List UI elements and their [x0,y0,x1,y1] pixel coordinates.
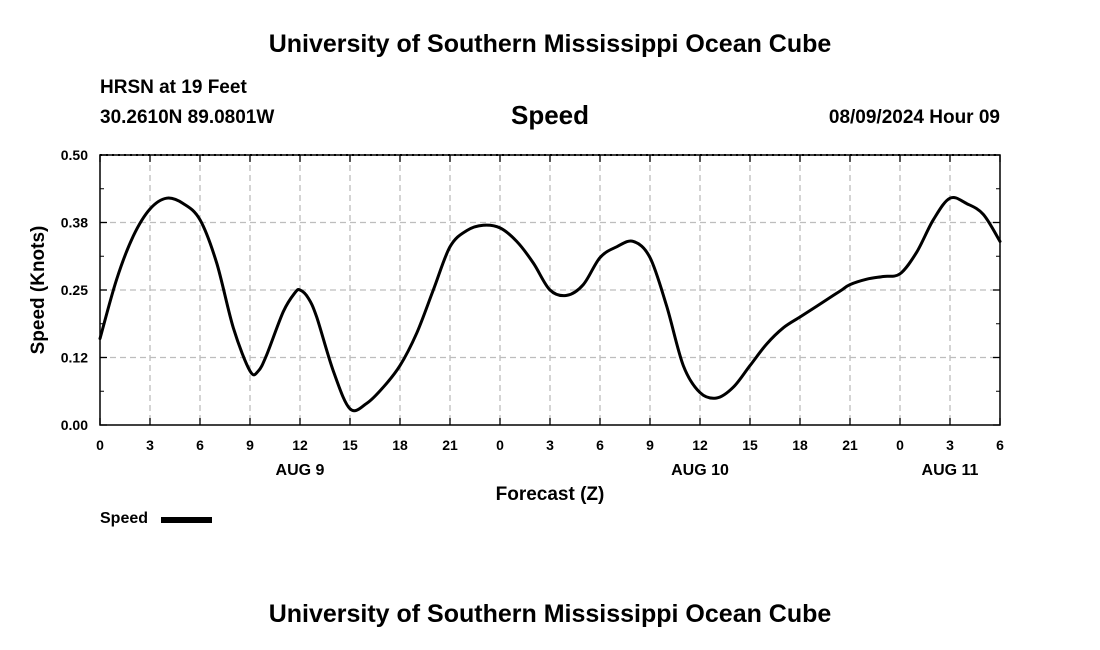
series-layer [98,196,1002,413]
date-label: AUG 9 [276,462,325,479]
x-tick-label: 15 [342,437,358,453]
grid-lines [100,154,1000,425]
x-tick-label: 6 [996,437,1004,453]
x-tick-label: 15 [742,437,758,453]
legend-swatch [161,517,212,523]
x-axis-label: Forecast (Z) [496,484,605,505]
y-tick-label: 0.12 [61,350,88,366]
footer-title: University of Southern Mississippi Ocean… [268,600,832,628]
legend-label: Speed [100,510,149,527]
x-tick-label: 18 [792,437,808,453]
x-tick-label: 18 [392,437,408,453]
speed-series-line [98,196,1002,413]
x-tick-label: 9 [246,437,254,453]
forecast-datetime: 08/09/2024 Hour 09 [828,107,1000,128]
chart-main-title: University of Southern Mississippi Ocean… [268,30,832,58]
station-label: HRSN at 19 Feet [100,77,247,98]
x-tick-label: 9 [646,437,654,453]
chart-variable-title: Speed [510,100,590,130]
x-tick-label: 12 [692,437,708,453]
x-tick-label: 21 [842,437,858,453]
x-tick-label: 0 [896,437,904,453]
x-tick-label: 6 [596,437,604,453]
y-tick-label: 0.00 [61,417,88,433]
x-tick-label: 3 [946,437,954,453]
x-tick-label: 0 [496,437,504,453]
y-tick-label: 0.25 [61,282,88,298]
x-tick-label: 6 [196,437,204,453]
station-coordinates: 30.2610N 89.0801W [100,107,275,128]
x-tick-label: 0 [96,437,104,453]
y-tick-label: 0.50 [61,147,88,163]
date-label: AUG 11 [922,462,979,479]
y-tick-label: 0.38 [61,215,88,231]
x-tick-label: 12 [292,437,308,453]
x-tick-label: 21 [442,437,458,453]
axes: 0 3 6 9 12 15 18 21 0 3 6 9 12 15 18 21 0 3 6 0.00 0.12 0.25 0… [61,147,1004,479]
x-tick-label: 3 [146,437,154,453]
x-tick-label: 3 [546,437,554,453]
y-axis-label: Speed (Knots) [28,226,49,355]
date-label: AUG 10 [671,462,729,479]
